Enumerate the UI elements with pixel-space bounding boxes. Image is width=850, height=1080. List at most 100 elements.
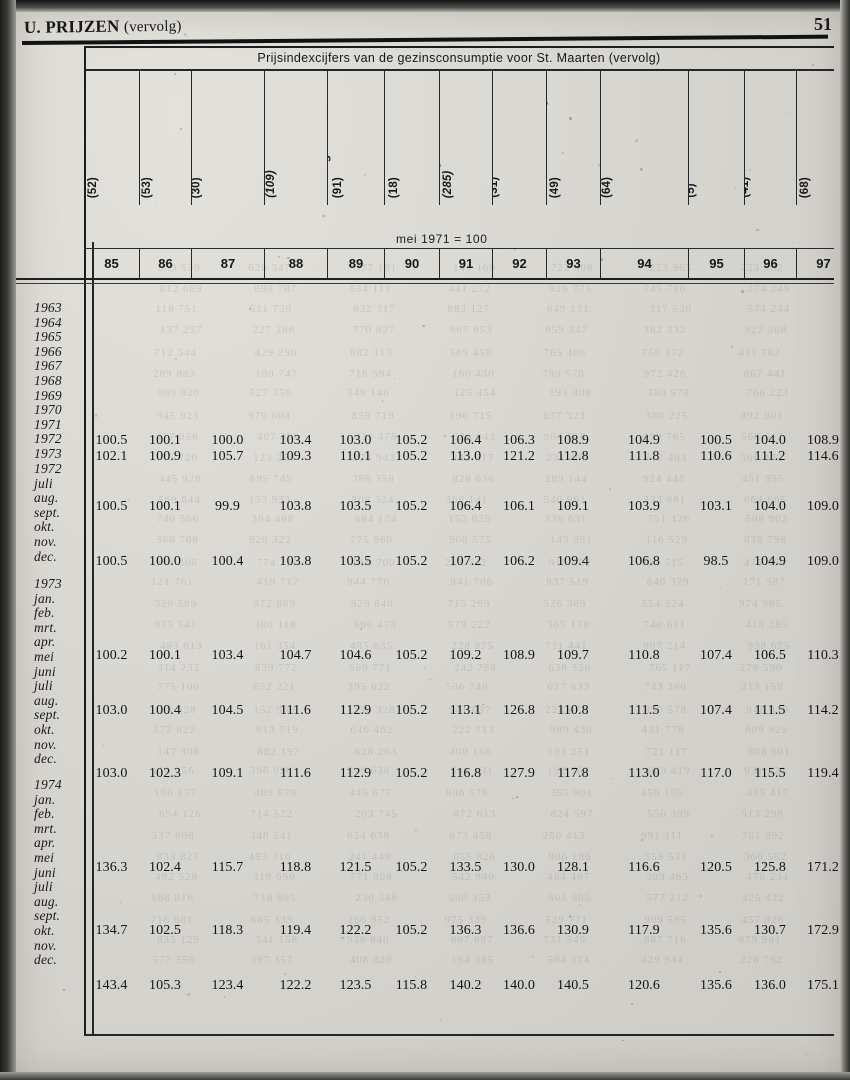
table-cell: 106.5: [744, 647, 796, 665]
table-cell: 110.6: [688, 448, 744, 466]
table-cell: 117.8: [546, 765, 600, 783]
table-cell: 103.5: [327, 498, 384, 516]
table-cell: 109.0: [796, 498, 850, 516]
stub-label: apr.: [34, 836, 86, 851]
table-cell: 133.5: [439, 859, 492, 877]
table-cell: 116.6: [600, 859, 688, 877]
stub-label: dec.: [34, 550, 86, 565]
stub-label: 1969: [34, 389, 86, 404]
table-cell: 120.5: [688, 859, 744, 877]
table-cell: 130.0: [492, 859, 546, 877]
table-cell: 100.9: [139, 448, 191, 466]
table-cell: 175.1: [796, 977, 850, 995]
table-cell: 103.5: [327, 553, 384, 571]
stub-label: mei: [34, 851, 86, 866]
table-cell: 107.2: [439, 553, 492, 571]
column-number-87: 87: [191, 249, 264, 278]
column-number-89: 89: [327, 249, 384, 278]
table-cell: 140.0: [492, 977, 546, 995]
stub-label: juli: [34, 477, 86, 492]
column-header-95: Planten, dierene.d.(5): [688, 70, 744, 205]
column-header-row: Water, licht, gas(52) Woninginrichting(53…: [84, 70, 834, 205]
column-header-label-90: Schoeisel (18): [384, 71, 400, 204]
table-cell: 106.2: [492, 553, 546, 571]
table-row: 102.1 100.9 105.7 109.3 110.1 105.2 113.0 121.2…: [92, 448, 834, 466]
table-cell: 102.3: [139, 765, 191, 783]
table-cell: 113.0: [600, 765, 688, 783]
column-number-96: 96: [744, 249, 796, 278]
column-number-91: 91: [439, 249, 492, 278]
running-head-title: U. PRIJZEN: [24, 17, 120, 37]
table-row: 103.0 102.3 109.1 111.6 112.9 105.2 116.8 127.9…: [92, 765, 834, 783]
colnum-bottom-rule: [16, 278, 834, 280]
table-cell: 128.1: [546, 859, 600, 877]
column-header-90: Schoeisel (18): [384, 70, 439, 205]
column-header-92: Lichamelijkeverzorging(31): [492, 70, 546, 205]
stub-label: okt.: [34, 723, 86, 738]
stub-group-2: 1972 juli aug. sept. okt. nov. dec.: [34, 462, 86, 564]
table-row: 136.3 102.4 115.7 118.8 121.5 105.2 133.5 130.0…: [92, 859, 834, 877]
table-cell: 105.2: [384, 859, 439, 877]
table-cell: 103.9: [600, 498, 688, 516]
table-cell: 99.9: [191, 498, 264, 516]
stub-label: dec.: [34, 953, 86, 968]
column-header-label-85: Water, licht, gas(52): [84, 71, 99, 204]
table-cell: 119.4: [796, 765, 850, 783]
table-cell: 123.4: [191, 977, 264, 995]
table-cell: 103.8: [264, 498, 327, 516]
column-header-label-86: Woninginrichting(53): [139, 71, 153, 204]
column-number-88: 88: [264, 249, 327, 278]
stub-label: mrt.: [34, 621, 86, 636]
table-cell: 135.6: [688, 977, 744, 995]
column-header-85: Water, licht, gas(52): [84, 70, 139, 205]
table-cell: 100.5: [84, 498, 139, 516]
stub-label: 1966: [34, 345, 86, 360]
column-number-95: 95: [688, 249, 744, 278]
column-number-90: 90: [384, 249, 439, 278]
stub-label: mrt.: [34, 822, 86, 837]
stub-label: 1972: [34, 462, 86, 477]
column-header-label-87: Onderhoudwoning enwoninginrichting(30): [191, 71, 203, 204]
column-header-88: Kleding enschoeisel(109): [264, 70, 327, 205]
table-cell: 136.3: [439, 922, 492, 940]
table-cell: 111.5: [600, 702, 688, 720]
table-cell: 103.0: [84, 765, 139, 783]
scan-edge-left: [0, 0, 16, 1080]
table-cell: 118.8: [264, 859, 327, 877]
table-cell: 123.5: [327, 977, 384, 995]
table-cell: 100.2: [84, 647, 139, 665]
table-cell: 105.2: [384, 647, 439, 665]
table-cell: 121.5: [327, 859, 384, 877]
running-head-suffix: (vervolg): [124, 19, 182, 36]
stub-label: dec.: [34, 752, 86, 767]
table-cell: 122.2: [327, 922, 384, 940]
column-header-97: Verkeer (68): [796, 70, 850, 205]
stub-label: sept.: [34, 506, 86, 521]
table-cell: 103.1: [688, 498, 744, 516]
table-cell: 130.7: [744, 922, 796, 940]
stub-label: 1973: [34, 577, 86, 592]
stub-label: nov.: [34, 939, 86, 954]
table-cell: 130.9: [546, 922, 600, 940]
column-header-label-94: Ontwikkeling,opleiding,ontspanning,maats…: [600, 71, 614, 204]
table-cell: 114.6: [796, 448, 850, 466]
table-cell: 103.0: [84, 702, 139, 720]
basis-note: mei 1971 = 100: [396, 232, 487, 246]
table-cell: 110.1: [327, 448, 384, 466]
stub-label: okt.: [34, 924, 86, 939]
table-cell: 102.1: [84, 448, 139, 466]
column-number-94: 94: [600, 249, 688, 278]
stub-label: juli: [34, 880, 86, 895]
column-header-label-91: Overige(285): [439, 71, 454, 204]
stub-label: 1967: [34, 359, 86, 374]
column-header-89: Kleding (91): [327, 70, 384, 205]
stub-label: 1974: [34, 778, 86, 793]
table-bottom-rule: [84, 1034, 834, 1036]
stub-label: juni: [34, 866, 86, 881]
table-cell: 103.8: [264, 553, 327, 571]
table-cell: 112.9: [327, 702, 384, 720]
table-cell: 143.4: [84, 977, 139, 995]
table-cell: 121.2: [492, 448, 546, 466]
table-cell: 112.9: [327, 765, 384, 783]
scanned-page: U. PRIJZEN (vervolg) 51 Prijsindexcijfer…: [0, 0, 850, 1080]
